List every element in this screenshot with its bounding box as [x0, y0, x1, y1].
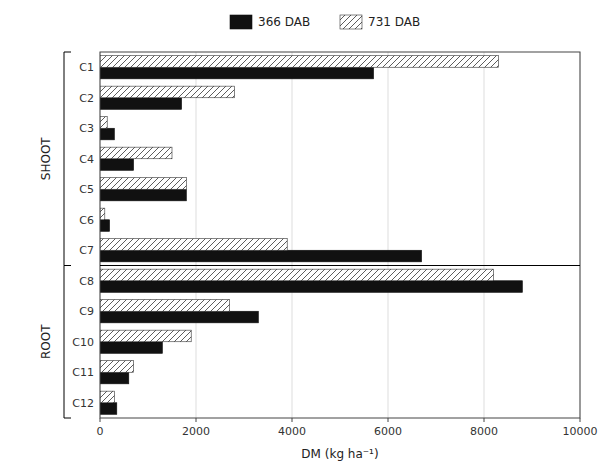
bar — [100, 403, 117, 415]
y-tick-label: C4 — [79, 153, 94, 166]
y-tick-label: C8 — [79, 275, 94, 288]
bar — [100, 372, 129, 384]
bar — [100, 311, 258, 323]
x-tick — [196, 418, 197, 422]
bar — [100, 86, 234, 98]
x-tick-label: 4000 — [278, 425, 306, 438]
bars — [100, 56, 522, 415]
bar — [100, 208, 105, 220]
x-tick — [292, 418, 293, 422]
bar — [100, 361, 134, 373]
x-tick — [100, 418, 101, 422]
legend: 366 DAB 731 DAB — [230, 15, 420, 29]
chart: 0 2000 4000 6000 8000 10000 DM (kg ha⁻¹) C1 C2 C3… — [0, 0, 601, 476]
x-tick-label: 10000 — [563, 425, 598, 438]
y-tick-label: C6 — [79, 214, 94, 227]
x-tick-label: 2000 — [182, 425, 210, 438]
bar — [100, 117, 107, 129]
legend-label: 366 DAB — [258, 15, 310, 29]
bar — [100, 269, 494, 281]
legend-swatch — [340, 15, 362, 29]
y-tick-label: C2 — [79, 92, 94, 105]
bar — [100, 239, 287, 251]
grid-line — [388, 52, 389, 418]
group-label: ROOT — [39, 324, 53, 359]
x-tick — [388, 418, 389, 422]
bar — [100, 56, 498, 68]
grid-line — [484, 52, 485, 418]
group-label: SHOOT — [39, 137, 53, 181]
legend-label: 731 DAB — [368, 15, 420, 29]
bar — [100, 391, 114, 403]
y-tick-label: C7 — [79, 244, 94, 257]
grid-line — [292, 52, 293, 418]
y-tick-label: C5 — [79, 183, 94, 196]
bar — [100, 189, 186, 201]
bar — [100, 159, 134, 171]
plot-frame — [100, 52, 580, 418]
bar — [100, 67, 374, 79]
bar — [100, 178, 186, 190]
bar — [100, 300, 230, 312]
y-tick-label: C3 — [79, 122, 94, 135]
x-tick — [484, 418, 485, 422]
y-tick-label: C9 — [79, 305, 94, 318]
y-tick-label: C11 — [72, 366, 94, 379]
x-tick-label: 8000 — [470, 425, 498, 438]
y-tick-label: C1 — [79, 61, 94, 74]
bar — [100, 281, 522, 293]
group-bracket — [64, 52, 71, 266]
bar — [100, 128, 114, 140]
grid-line — [196, 52, 197, 418]
bar — [100, 147, 172, 159]
y-tick-label: C10 — [72, 336, 94, 349]
bar — [100, 98, 182, 110]
x-tick — [580, 418, 581, 422]
bar — [100, 220, 110, 232]
bar — [100, 330, 191, 342]
bar — [100, 342, 162, 354]
x-axis-label: DM (kg ha⁻¹) — [301, 447, 378, 461]
group-bracket — [64, 266, 71, 419]
x-tick-label: 0 — [97, 425, 104, 438]
y-tick-label: C12 — [72, 397, 94, 410]
x-tick-label: 6000 — [374, 425, 402, 438]
legend-swatch — [230, 15, 252, 29]
group-divider — [100, 265, 580, 266]
bar — [100, 250, 422, 262]
